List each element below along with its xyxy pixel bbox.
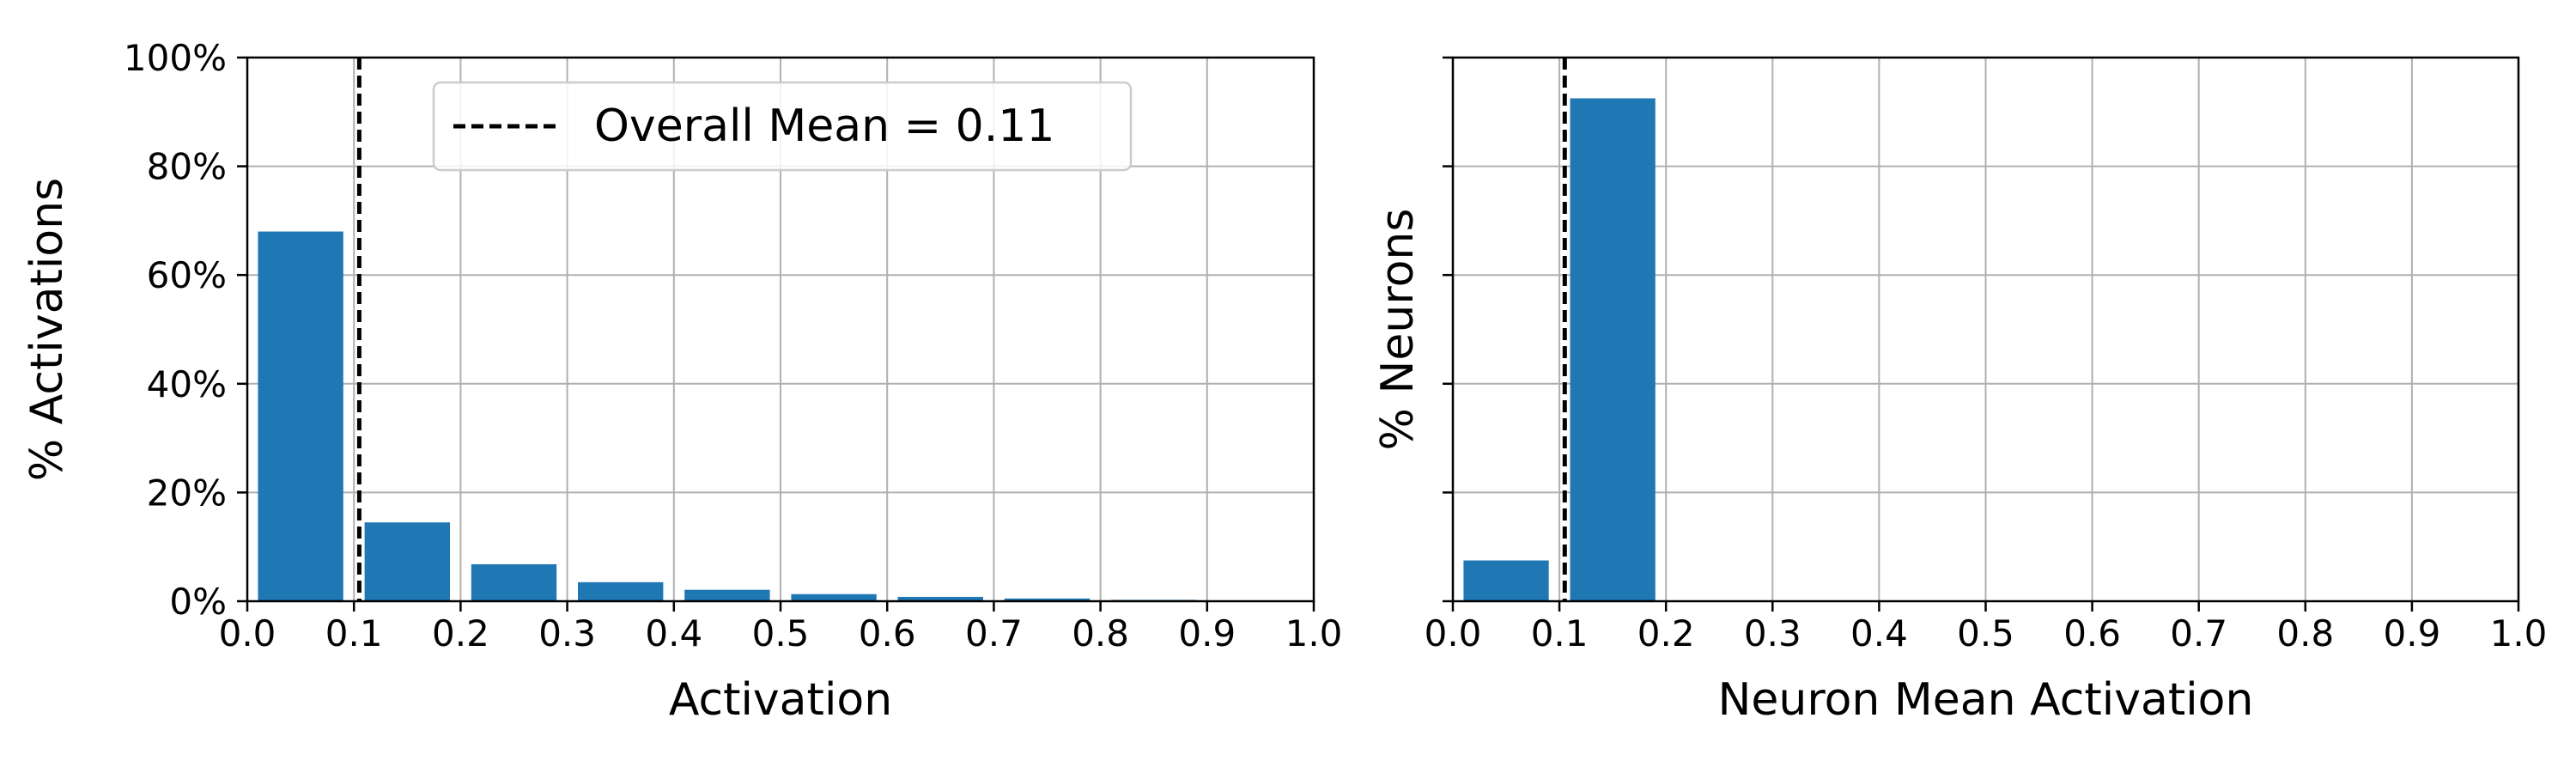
x-tick-label: 0.9 xyxy=(2384,612,2441,654)
x-tick-label: 0.0 xyxy=(1425,612,1482,654)
x-tick-label: 0.8 xyxy=(1072,612,1129,654)
histogram-bar xyxy=(791,593,877,601)
x-tick-label: 0.1 xyxy=(1531,612,1589,654)
y-tick-label: 60% xyxy=(147,254,227,296)
x-tick-label: 1.0 xyxy=(1285,612,1343,654)
right-y-ticks xyxy=(1443,56,1453,603)
y-tick-label: 100% xyxy=(124,37,227,79)
x-tick-label: 0.7 xyxy=(2170,612,2227,654)
histogram-bar xyxy=(364,522,450,601)
x-tick-label: 0.6 xyxy=(2063,612,2121,654)
x-tick-label: 0.9 xyxy=(1178,612,1236,654)
x-tick-label: 1.0 xyxy=(2490,612,2548,654)
left-y-ticks: 0% 20% 40% 60% 80% 100% xyxy=(124,37,247,623)
x-tick-label: 0.4 xyxy=(1850,612,1908,654)
histogram-bar xyxy=(471,563,557,601)
y-tick-label: 40% xyxy=(147,363,227,405)
x-tick-label: 0.1 xyxy=(325,612,383,654)
histogram-bar xyxy=(1570,98,1656,602)
histogram-bar xyxy=(1004,598,1091,601)
y-tick-label: 20% xyxy=(147,472,227,514)
left-bars xyxy=(258,231,1303,601)
x-tick-label: 0.8 xyxy=(2276,612,2334,654)
x-tick-label: 0.3 xyxy=(1744,612,1801,654)
y-tick-label: 80% xyxy=(147,146,227,188)
x-tick-label: 0.2 xyxy=(432,612,489,654)
legend: Overall Mean = 0.11 xyxy=(432,81,1133,172)
x-tick-label: 0.0 xyxy=(219,612,276,654)
left-y-axis-label: % Activations xyxy=(21,178,73,481)
x-tick-label: 0.6 xyxy=(859,612,916,654)
right-panel: 0.0 0.1 0.2 0.3 0.4 0.5 0.6 0.7 0.8 0.9 1.0 Neuron… xyxy=(1372,56,2548,726)
x-tick-label: 0.7 xyxy=(965,612,1023,654)
right-bars xyxy=(1463,98,1656,602)
x-tick-label: 0.5 xyxy=(1957,612,2014,654)
histogram-bar xyxy=(578,581,664,601)
histogram-bar xyxy=(897,596,983,601)
x-tick-label: 0.4 xyxy=(645,612,702,654)
legend-label: Overall Mean = 0.11 xyxy=(594,100,1054,152)
x-tick-label: 0.5 xyxy=(752,612,810,654)
histogram-bar xyxy=(258,231,343,601)
right-x-axis-label: Neuron Mean Activation xyxy=(1718,674,2254,726)
right-y-axis-label: % Neurons xyxy=(1372,209,1424,451)
x-tick-label: 0.3 xyxy=(538,612,596,654)
left-panel: 0.0 0.1 0.2 0.3 0.4 0.5 0.6 0.7 0.8 0.9 1.0 0% 20% 4… xyxy=(21,37,1342,726)
right-x-ticks: 0.0 0.1 0.2 0.3 0.4 0.5 0.6 0.7 0.8 0.9 1.0 xyxy=(1425,601,2548,654)
y-tick-label: 0% xyxy=(169,581,227,623)
left-x-axis-label: Activation xyxy=(669,674,892,726)
left-x-ticks: 0.0 0.1 0.2 0.3 0.4 0.5 0.6 0.7 0.8 0.9 1.0 xyxy=(219,601,1343,654)
histogram-bar xyxy=(684,589,770,601)
x-tick-label: 0.2 xyxy=(1637,612,1695,654)
histogram-bar xyxy=(1463,560,1549,601)
legend-box xyxy=(432,81,1133,172)
